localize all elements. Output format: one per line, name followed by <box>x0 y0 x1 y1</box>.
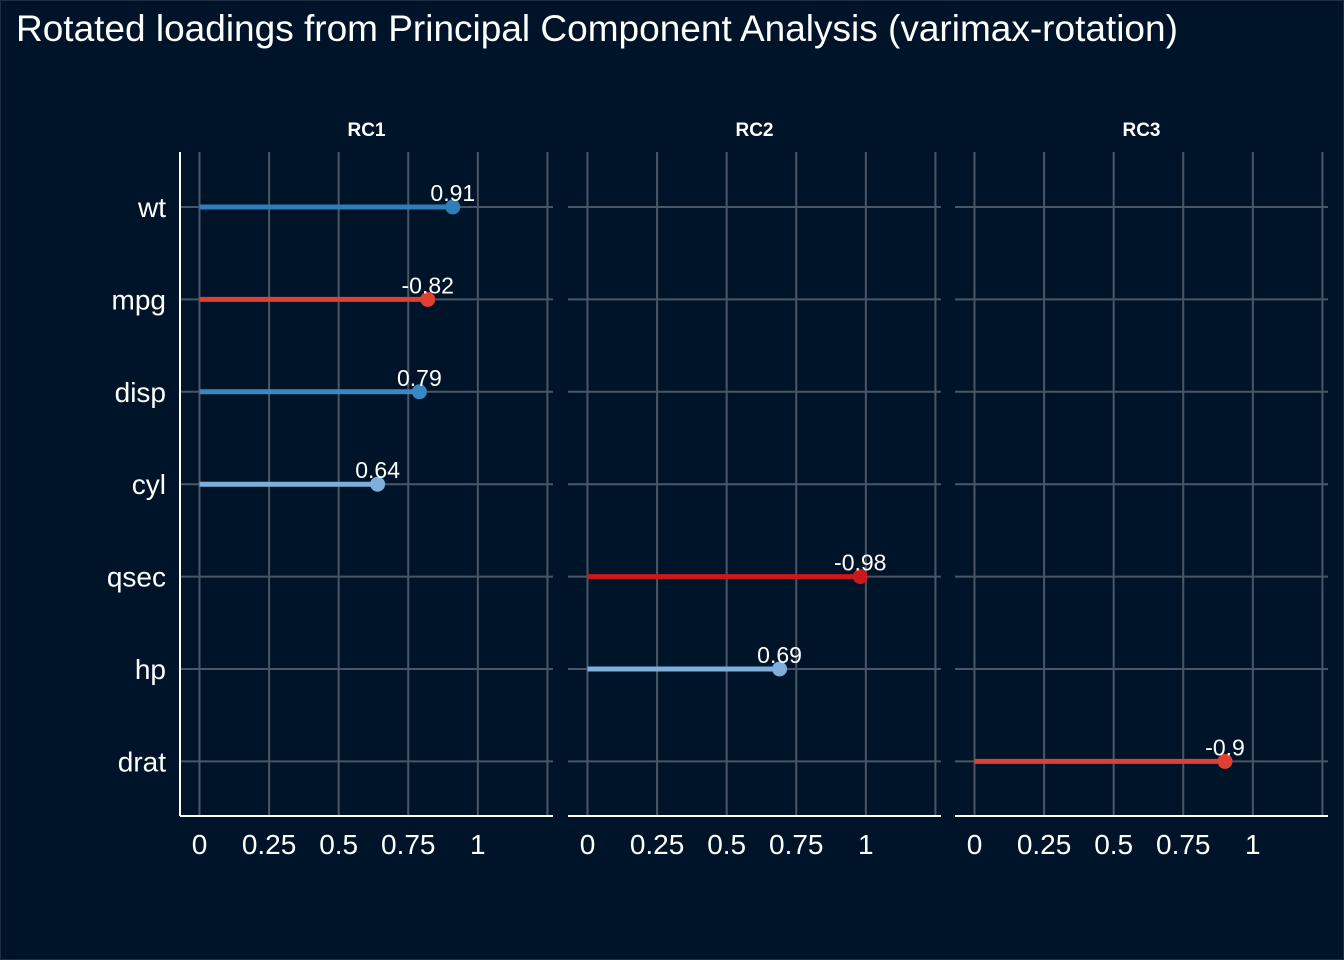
loading-point <box>772 661 788 677</box>
x-tick-label: 0.5 <box>707 829 746 860</box>
loading-point <box>411 384 427 400</box>
loading-point <box>1217 753 1233 769</box>
panel-rc1: RC1 0 0.25 0.5 0.75 1 0.91 -0.82 0.79 0.64 <box>180 120 553 860</box>
data-label: -0.98 <box>834 550 886 576</box>
loading-point <box>420 291 436 307</box>
x-tick-label: 0.5 <box>319 829 358 860</box>
x-tick-label: 1 <box>470 829 486 860</box>
y-tick-label: qsec <box>107 562 166 593</box>
x-tick-label: 0.75 <box>769 829 824 860</box>
y-tick-label: wt <box>137 192 166 223</box>
x-tick-label: 1 <box>858 829 874 860</box>
y-tick-label: drat <box>118 746 166 777</box>
panel-rc3: RC3 0 0.25 0.5 0.75 1 -0.9 <box>955 120 1328 860</box>
x-tick-label: 0 <box>192 829 208 860</box>
facet-label: RC1 <box>347 120 385 141</box>
facet-label: RC2 <box>735 120 773 141</box>
data-label: -0.9 <box>1205 734 1245 760</box>
data-label: 0.91 <box>430 180 475 206</box>
data-label: 0.69 <box>757 642 802 668</box>
chart-title: Rotated loadings from Principal Componen… <box>16 8 1178 49</box>
x-tick-label: 0 <box>580 829 596 860</box>
y-tick-label: mpg <box>112 284 166 315</box>
y-tick-label: cyl <box>132 469 166 500</box>
x-tick-label: 0.75 <box>1156 829 1211 860</box>
loading-point <box>445 199 461 215</box>
data-label: -0.82 <box>402 272 454 298</box>
loading-point <box>852 569 868 585</box>
x-tick-label: 0.5 <box>1094 829 1133 860</box>
x-tick-label: 0.25 <box>1017 829 1072 860</box>
y-tick-label: disp <box>115 377 166 408</box>
data-label: 0.64 <box>355 457 400 483</box>
x-tick-label: 0.75 <box>381 829 436 860</box>
facet-label: RC3 <box>1122 120 1160 141</box>
data-label: 0.79 <box>397 365 442 391</box>
panel-rc2: RC2 0 0.25 0.5 0.75 1 -0.98 0.69 <box>568 120 941 860</box>
x-tick-label: 1 <box>1245 829 1261 860</box>
x-tick-label: 0.25 <box>630 829 685 860</box>
x-tick-label: 0 <box>967 829 983 860</box>
loading-point <box>370 476 386 492</box>
y-tick-label: hp <box>135 654 166 685</box>
x-tick-label: 0.25 <box>242 829 297 860</box>
